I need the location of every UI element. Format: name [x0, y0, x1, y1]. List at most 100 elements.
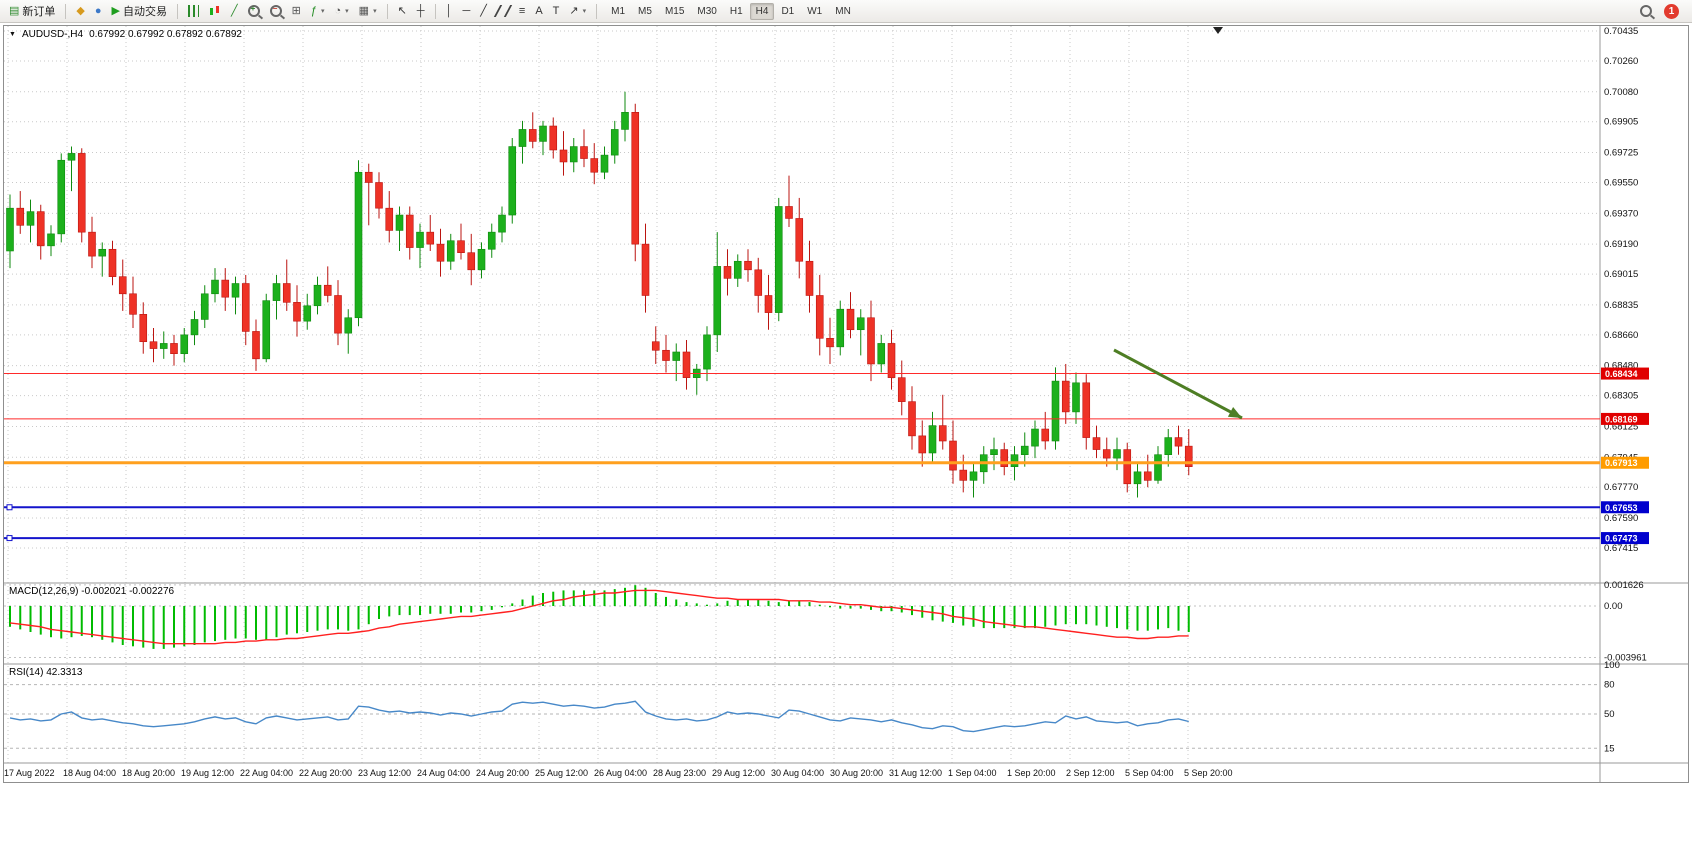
- trendline-button[interactable]: ╱: [476, 2, 491, 20]
- collapse-arrow-icon[interactable]: ▼: [9, 31, 16, 38]
- macd-axis-label: 0.001626: [1604, 580, 1644, 591]
- toolbar-separator: [177, 3, 178, 19]
- zoom-out-button[interactable]: [266, 2, 286, 20]
- timeframe-W1[interactable]: W1: [807, 5, 823, 17]
- candle-bearish: [867, 317, 875, 365]
- time-axis-label: 22 Aug 04:00: [240, 768, 293, 778]
- time-axis-label: 30 Aug 20:00: [830, 768, 883, 778]
- candle-bearish: [1082, 382, 1091, 438]
- price-badge-label: 0.68169: [1605, 414, 1638, 424]
- candle-bullish: [610, 129, 619, 156]
- new-order-button[interactable]: ▤ 新订单: [5, 2, 59, 20]
- fibonacci-button[interactable]: ≡: [515, 2, 529, 20]
- candlestick-chart-button[interactable]: [205, 2, 225, 20]
- price-axis-label: 0.68305: [1604, 391, 1638, 402]
- candle-bearish: [426, 231, 435, 245]
- timeframe-M1[interactable]: M1: [611, 5, 626, 17]
- candle-bearish: [631, 112, 640, 245]
- horizontal-line-button[interactable]: ─: [458, 2, 474, 20]
- candle-bullish: [621, 112, 629, 130]
- time-axis-label: 28 Aug 23:00: [653, 768, 706, 778]
- candle-bullish: [272, 283, 281, 301]
- timeframe-M5[interactable]: M5: [638, 5, 652, 17]
- candle-bearish: [805, 260, 814, 296]
- cursor-button[interactable]: ↖: [394, 2, 411, 20]
- timeframe-M30[interactable]: M30: [697, 5, 717, 17]
- timeframe-D1[interactable]: D1: [781, 5, 795, 17]
- candle-bearish: [375, 182, 383, 209]
- candle-bullish: [508, 146, 517, 216]
- candle-bearish: [16, 207, 25, 226]
- community-button[interactable]: ●: [91, 2, 106, 20]
- line-handle[interactable]: [6, 535, 13, 542]
- candle-bullish: [1164, 437, 1173, 456]
- price-badge-label: 0.67913: [1605, 458, 1638, 468]
- time-axis-label: 18 Aug 20:00: [122, 768, 175, 778]
- chart-shift-marker[interactable]: [1213, 27, 1223, 34]
- periods-icon: ◔: [334, 4, 342, 17]
- bar-chart-button[interactable]: [184, 2, 203, 20]
- candle-bullish: [600, 154, 609, 173]
- toolbar: ▤新订单◆●▶自动交易╱⊞ƒ▾◔▾▦▾↖┼│─╱≡AT↗▾ M1M5M15M30…: [0, 0, 1692, 23]
- line-chart-button[interactable]: ╱: [227, 2, 242, 20]
- trend-arrow[interactable]: [1113, 348, 1243, 420]
- compass-button[interactable]: ◆: [72, 2, 88, 20]
- candle-bearish: [1143, 471, 1152, 481]
- zoom-in-icon: [247, 4, 260, 17]
- candle-bullish: [487, 231, 496, 250]
- dropdown-arrow-icon: ▾: [320, 8, 325, 15]
- candle-bearish: [559, 149, 568, 163]
- price-axis-label: 0.67770: [1604, 482, 1638, 493]
- indicators-button[interactable]: ƒ ▾: [307, 2, 329, 20]
- crosshair-button[interactable]: ┼: [413, 2, 429, 20]
- candle-bearish: [682, 351, 691, 378]
- price-axis-label: 0.68125: [1604, 421, 1638, 432]
- channel-button[interactable]: [493, 2, 513, 20]
- toolbar-separator: [596, 3, 598, 19]
- timeframe-M15[interactable]: M15: [664, 5, 685, 17]
- trendline-icon: ╱: [480, 4, 487, 17]
- candle-bearish: [108, 248, 117, 277]
- timeframe-MN[interactable]: MN: [835, 5, 851, 17]
- candle-bullish: [518, 129, 527, 147]
- candle-bearish: [1000, 449, 1009, 467]
- candle-bullish: [200, 293, 209, 320]
- candle-bullish: [313, 284, 322, 307]
- time-axis-label: 23 Aug 12:00: [358, 768, 411, 778]
- candle-bullish: [1010, 454, 1019, 467]
- candle-bullish: [477, 248, 486, 271]
- timeframe-H1[interactable]: H1: [729, 5, 743, 17]
- toolbar-buttons: ▤新订单◆●▶自动交易╱⊞ƒ▾◔▾▦▾↖┼│─╱≡AT↗▾: [5, 2, 601, 20]
- periods-button[interactable]: ◔ ▾: [330, 2, 352, 20]
- candle-bearish: [815, 295, 824, 339]
- tile-windows-icon: ⊞: [291, 4, 301, 17]
- candle-bearish: [723, 266, 732, 279]
- line-chart-icon: ╱: [231, 4, 238, 17]
- zoom-in-button[interactable]: [244, 2, 264, 20]
- price-axis-label: 0.70080: [1604, 87, 1638, 98]
- zoom-out-icon: [269, 4, 282, 17]
- notification-badge[interactable]: 1: [1664, 3, 1679, 19]
- toolbar-separator: [386, 3, 388, 19]
- vertical-line-button[interactable]: │: [442, 2, 457, 20]
- candle-bullish: [672, 351, 681, 361]
- timeframe-H4[interactable]: H4: [749, 2, 775, 20]
- candle-bullish: [774, 206, 783, 313]
- candle-bullish: [1072, 382, 1080, 413]
- search-icon[interactable]: [1640, 5, 1652, 17]
- line-handle[interactable]: [6, 504, 13, 511]
- tile-windows-button[interactable]: ⊞: [288, 2, 305, 20]
- time-axis-label: 26 Aug 04:00: [594, 768, 647, 778]
- time-axis-label: 5 Sep 04:00: [1125, 768, 1174, 778]
- arrows-button[interactable]: ↗ ▾: [565, 2, 590, 20]
- timeframe-group: M1 M5 M15 M30 H1 H4 D1 W1 MN: [605, 2, 857, 20]
- label-button[interactable]: T: [549, 2, 564, 20]
- time-axis-label: 22 Aug 20:00: [299, 768, 352, 778]
- price-axis-label: 0.67415: [1604, 543, 1638, 554]
- auto-trading-button[interactable]: ▶ 自动交易: [108, 2, 171, 20]
- text-button[interactable]: A: [531, 2, 546, 20]
- price-axis-label: 0.69550: [1604, 178, 1638, 189]
- templates-button[interactable]: ▦ ▾: [355, 2, 381, 20]
- candle-bearish: [252, 331, 260, 360]
